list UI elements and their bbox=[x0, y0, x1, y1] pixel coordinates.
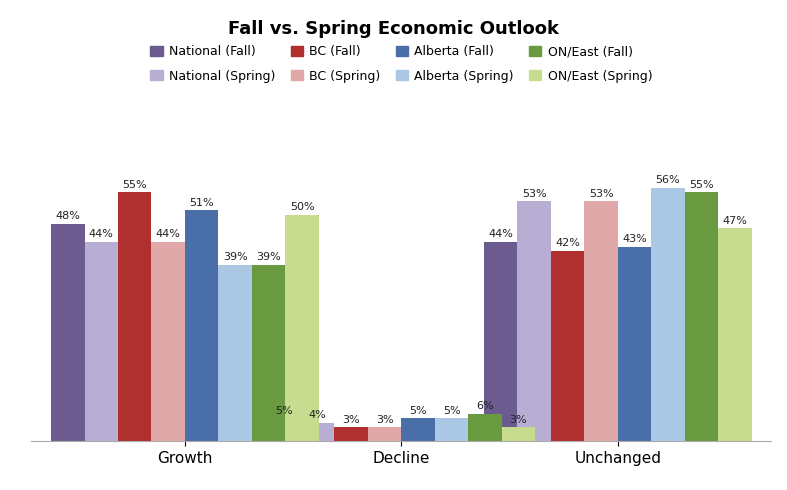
Text: Fall vs. Spring Economic Outlook: Fall vs. Spring Economic Outlook bbox=[228, 20, 559, 38]
Text: 5%: 5% bbox=[443, 406, 460, 416]
Bar bbox=[584, 201, 618, 441]
Text: 42%: 42% bbox=[555, 238, 580, 248]
Text: 50%: 50% bbox=[290, 202, 314, 212]
Text: 6%: 6% bbox=[476, 401, 493, 411]
Text: 44%: 44% bbox=[488, 229, 513, 239]
Text: 55%: 55% bbox=[123, 179, 147, 190]
Bar bbox=[85, 242, 118, 441]
Text: 39%: 39% bbox=[257, 252, 281, 262]
Text: 55%: 55% bbox=[689, 179, 714, 190]
Bar bbox=[268, 418, 301, 441]
Text: 48%: 48% bbox=[55, 211, 80, 221]
Bar bbox=[434, 418, 468, 441]
Bar bbox=[185, 210, 218, 441]
Bar bbox=[301, 423, 334, 441]
Text: 5%: 5% bbox=[409, 406, 427, 416]
Bar bbox=[685, 192, 718, 441]
Text: 39%: 39% bbox=[223, 252, 247, 262]
Bar bbox=[252, 265, 285, 441]
Bar bbox=[718, 228, 752, 441]
Bar bbox=[151, 242, 185, 441]
Bar bbox=[51, 224, 84, 441]
Text: 43%: 43% bbox=[623, 234, 647, 244]
Text: 47%: 47% bbox=[722, 216, 748, 226]
Text: 53%: 53% bbox=[522, 189, 546, 198]
Text: 44%: 44% bbox=[156, 229, 181, 239]
Bar bbox=[517, 201, 551, 441]
Bar bbox=[401, 418, 434, 441]
Bar bbox=[468, 414, 501, 441]
Bar bbox=[551, 251, 584, 441]
Legend: National (Fall), National (Spring), BC (Fall), BC (Spring), Alberta (Fall), Albe: National (Fall), National (Spring), BC (… bbox=[146, 42, 656, 86]
Bar bbox=[484, 242, 517, 441]
Bar bbox=[334, 427, 368, 441]
Bar bbox=[285, 215, 319, 441]
Bar bbox=[618, 246, 651, 441]
Text: 53%: 53% bbox=[589, 189, 613, 198]
Bar bbox=[118, 192, 151, 441]
Bar bbox=[368, 427, 401, 441]
Text: 3%: 3% bbox=[342, 415, 360, 425]
Text: 4%: 4% bbox=[309, 410, 327, 420]
Bar bbox=[502, 427, 535, 441]
Bar bbox=[651, 188, 685, 441]
Text: 44%: 44% bbox=[89, 229, 114, 239]
Text: 3%: 3% bbox=[376, 415, 394, 425]
Bar bbox=[218, 265, 252, 441]
Text: 56%: 56% bbox=[656, 175, 680, 185]
Text: 51%: 51% bbox=[190, 197, 214, 208]
Text: 5%: 5% bbox=[275, 406, 293, 416]
Text: 3%: 3% bbox=[510, 415, 527, 425]
